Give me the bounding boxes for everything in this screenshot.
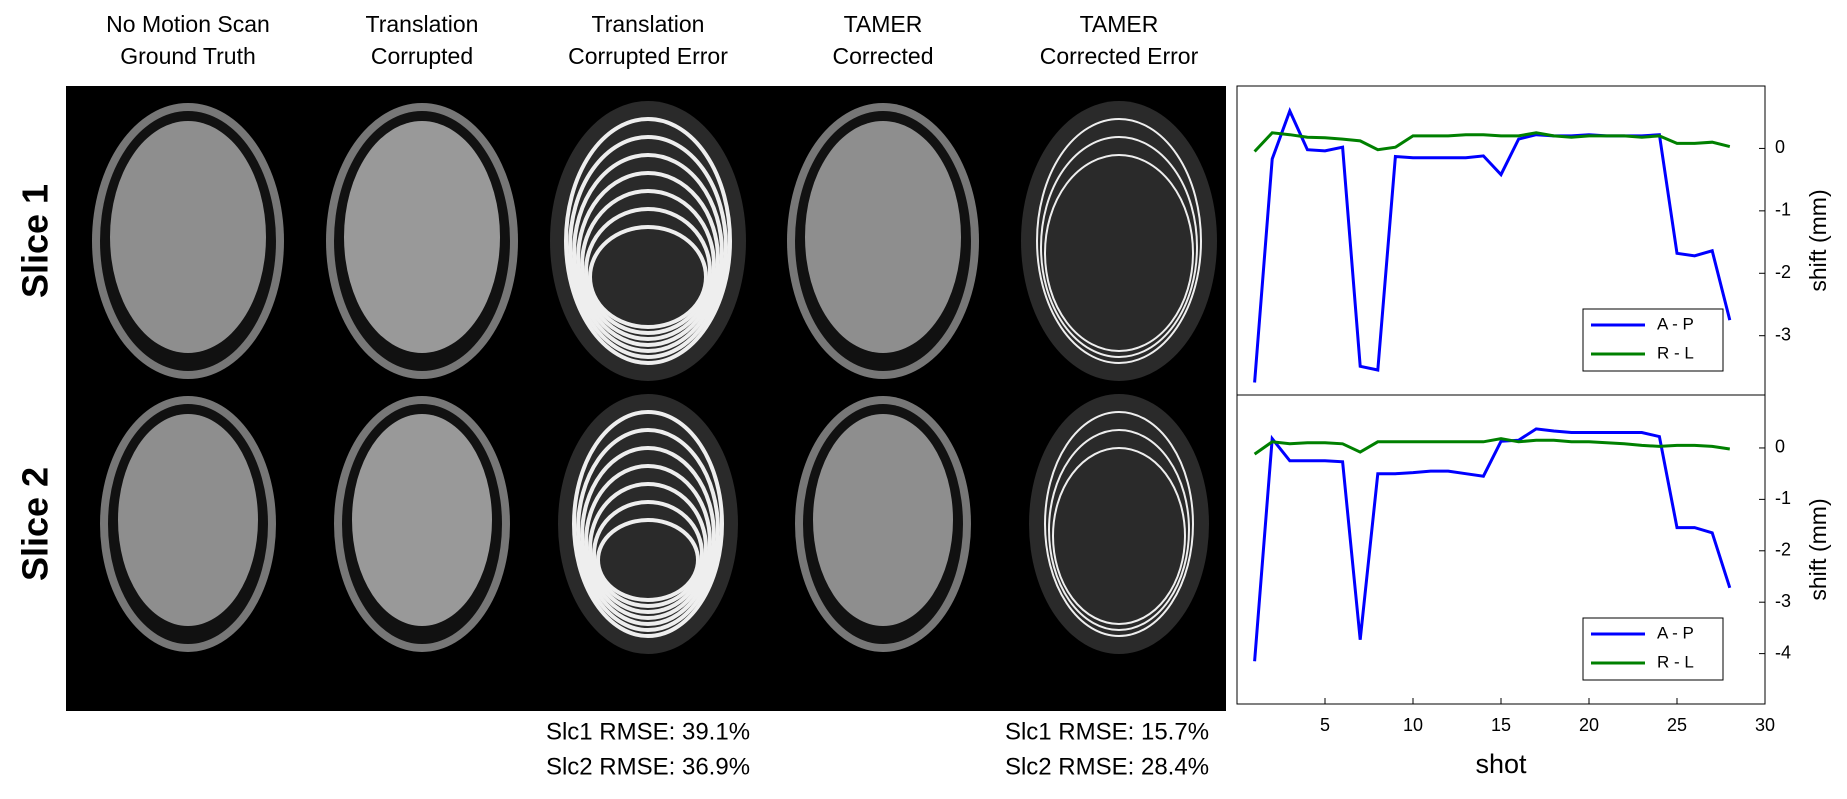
row-label: Slice 1 bbox=[15, 184, 56, 298]
error-ring bbox=[1040, 136, 1198, 358]
column-header: Corrupted bbox=[371, 43, 473, 69]
error-map bbox=[1021, 101, 1217, 381]
column-header: TAMER bbox=[1080, 11, 1159, 37]
error-ring bbox=[588, 482, 708, 614]
row-label: Slice 2 bbox=[15, 467, 56, 581]
mri-images bbox=[92, 101, 1217, 654]
x-tick-label: 10 bbox=[1403, 715, 1423, 735]
legend-box bbox=[1582, 617, 1724, 681]
error-ring bbox=[564, 117, 732, 365]
x-tick-label: 15 bbox=[1491, 715, 1511, 735]
error-map bbox=[1029, 394, 1209, 654]
brain bbox=[813, 414, 953, 626]
error-ring bbox=[1052, 447, 1186, 625]
column-header: Corrupted Error bbox=[568, 43, 728, 69]
y-tick-label: -2 bbox=[1775, 540, 1791, 560]
y-axis-label: shift (mm) bbox=[1805, 498, 1831, 600]
rmse-label: Slc1 RMSE: 15.7% bbox=[1005, 718, 1209, 745]
error-ring bbox=[580, 446, 716, 626]
brain bbox=[110, 121, 266, 353]
x-tick-label: 30 bbox=[1755, 715, 1775, 735]
error-ring bbox=[596, 518, 700, 602]
error-ring bbox=[1048, 429, 1190, 631]
error-ring bbox=[576, 171, 720, 347]
column-header: Ground Truth bbox=[120, 43, 256, 69]
brain bbox=[352, 414, 492, 626]
y-tick-label: 0 bbox=[1775, 137, 1785, 157]
y-tick-label: -4 bbox=[1775, 642, 1791, 662]
x-axis-label: shot bbox=[1475, 749, 1527, 779]
legend-label: A - P bbox=[1657, 623, 1694, 642]
data-line bbox=[1253, 131, 1731, 153]
y-axis-label: shift (mm) bbox=[1805, 189, 1831, 291]
rmse-label: Slc2 RMSE: 28.4% bbox=[1005, 753, 1209, 780]
error-ring bbox=[572, 410, 724, 638]
column-header: Translation bbox=[592, 11, 705, 37]
y-tick-label: -1 bbox=[1775, 200, 1791, 220]
error-ring bbox=[572, 153, 724, 353]
error-ring bbox=[1036, 118, 1202, 364]
y-tick-label: 0 bbox=[1775, 437, 1785, 457]
error-ring bbox=[1044, 411, 1194, 637]
legend-label: A - P bbox=[1657, 314, 1694, 333]
data-line bbox=[1253, 437, 1731, 456]
rmse-label: Slc1 RMSE: 39.1% bbox=[546, 718, 750, 745]
error-map bbox=[558, 394, 738, 654]
y-tick-label: -2 bbox=[1775, 262, 1791, 282]
error-ring bbox=[1044, 154, 1194, 352]
x-tick-label: 25 bbox=[1667, 715, 1687, 735]
rmse-label: Slc2 RMSE: 36.9% bbox=[546, 753, 750, 780]
legend-box bbox=[1582, 308, 1724, 372]
brain bbox=[805, 121, 961, 353]
y-tick-label: -3 bbox=[1775, 591, 1791, 611]
data-line bbox=[1253, 427, 1732, 662]
error-ring bbox=[588, 225, 708, 329]
brain bbox=[344, 121, 500, 353]
error-ring bbox=[568, 135, 728, 359]
column-header: Corrected Error bbox=[1040, 43, 1199, 69]
y-tick-label: -1 bbox=[1775, 488, 1791, 508]
error-ring bbox=[580, 189, 716, 341]
error-ring bbox=[576, 428, 720, 632]
column-header: No Motion Scan bbox=[106, 11, 270, 37]
error-ring bbox=[584, 464, 712, 620]
error-ring bbox=[592, 500, 704, 608]
column-header: TAMER bbox=[844, 11, 923, 37]
column-header: Corrected bbox=[833, 43, 934, 69]
brain bbox=[118, 414, 258, 626]
x-tick-label: 5 bbox=[1320, 715, 1330, 735]
x-tick-label: 20 bbox=[1579, 715, 1599, 735]
y-tick-label: -3 bbox=[1775, 324, 1791, 344]
legend-label: R - L bbox=[1657, 652, 1694, 671]
column-header: Translation bbox=[366, 11, 479, 37]
error-ring bbox=[584, 207, 712, 335]
legend-label: R - L bbox=[1657, 343, 1694, 362]
